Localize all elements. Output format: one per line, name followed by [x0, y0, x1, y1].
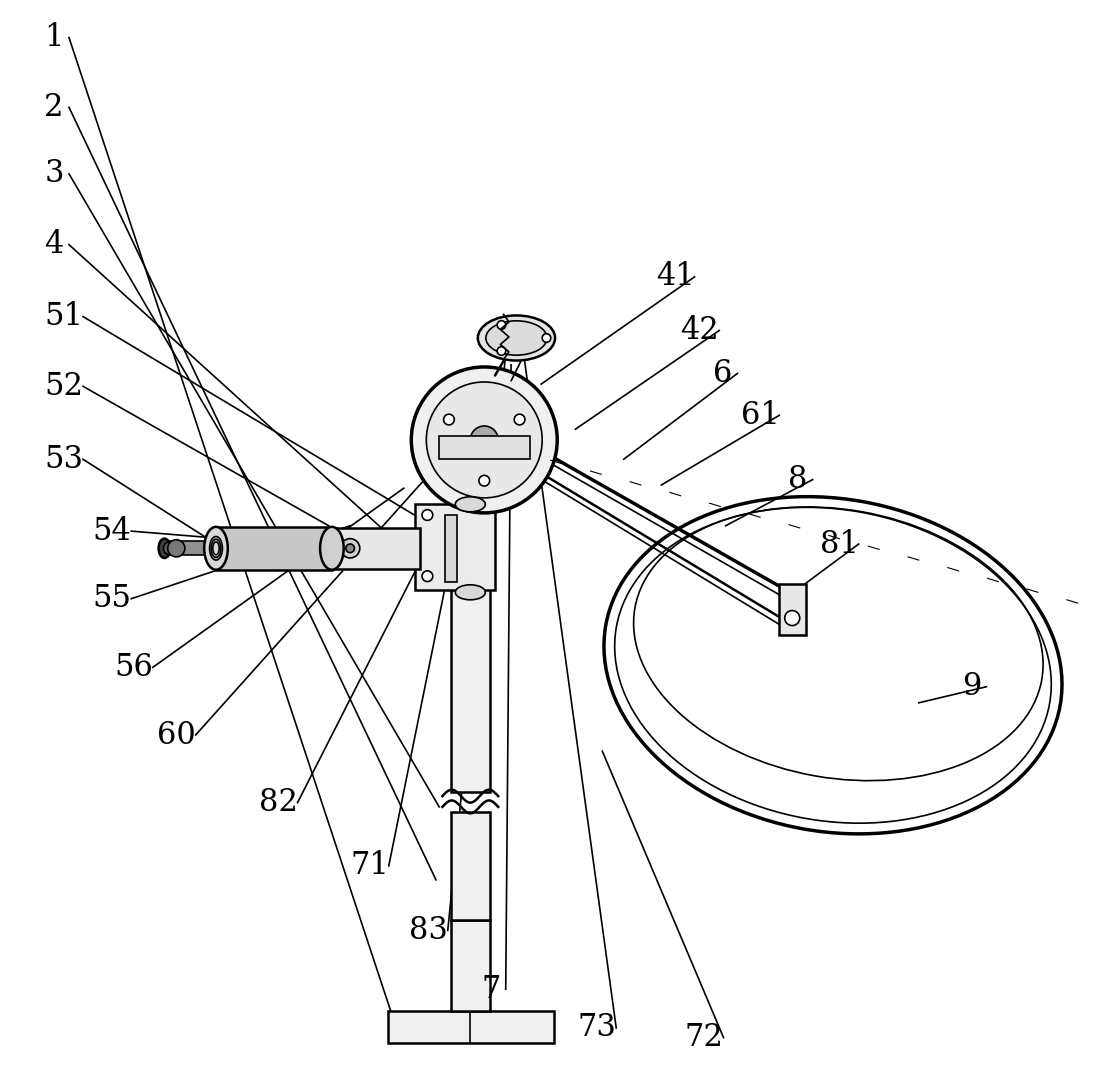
Text: 81: 81 — [820, 529, 859, 559]
Ellipse shape — [158, 539, 171, 558]
Text: 71: 71 — [350, 851, 389, 881]
Bar — [451, 491, 490, 792]
Text: 41: 41 — [656, 262, 695, 292]
Text: 7: 7 — [481, 974, 501, 1004]
Circle shape — [497, 321, 505, 329]
Text: 2: 2 — [44, 92, 64, 122]
Circle shape — [497, 347, 505, 355]
Bar — [451, 920, 490, 1011]
Circle shape — [427, 382, 542, 498]
Bar — [779, 584, 807, 635]
Bar — [444, 515, 458, 582]
Text: 51: 51 — [44, 302, 83, 332]
Circle shape — [422, 571, 433, 582]
Circle shape — [167, 540, 185, 557]
Circle shape — [411, 367, 557, 513]
Text: 72: 72 — [685, 1023, 724, 1053]
Ellipse shape — [320, 527, 343, 570]
Text: 9: 9 — [962, 672, 981, 702]
Text: 3: 3 — [44, 159, 64, 189]
Bar — [329, 528, 420, 569]
Circle shape — [340, 539, 360, 558]
Bar — [388, 1011, 554, 1043]
Text: 56: 56 — [114, 652, 153, 682]
Text: 6: 6 — [712, 358, 732, 388]
Text: 83: 83 — [409, 915, 448, 945]
Circle shape — [514, 414, 525, 425]
Circle shape — [542, 334, 551, 342]
Circle shape — [346, 544, 355, 553]
Text: 4: 4 — [44, 230, 63, 260]
Ellipse shape — [455, 497, 485, 512]
Text: 52: 52 — [44, 371, 83, 401]
Text: 55: 55 — [93, 584, 132, 614]
Bar — [216, 527, 332, 570]
Text: 82: 82 — [259, 788, 298, 818]
Ellipse shape — [486, 321, 547, 355]
Text: 61: 61 — [741, 400, 780, 430]
Circle shape — [784, 611, 800, 626]
Ellipse shape — [455, 585, 485, 600]
Circle shape — [470, 426, 499, 454]
Ellipse shape — [204, 527, 228, 570]
Text: 42: 42 — [680, 315, 719, 346]
Text: 1: 1 — [44, 23, 64, 53]
Circle shape — [479, 475, 490, 486]
Bar — [414, 504, 495, 590]
Bar — [451, 812, 490, 920]
Text: 54: 54 — [93, 516, 132, 546]
Text: 8: 8 — [788, 465, 808, 495]
Circle shape — [422, 510, 433, 520]
Text: 73: 73 — [577, 1013, 616, 1043]
Circle shape — [163, 542, 176, 555]
Text: 53: 53 — [44, 444, 83, 474]
Ellipse shape — [478, 315, 555, 361]
Circle shape — [443, 414, 454, 425]
Bar — [163, 541, 218, 555]
Text: 60: 60 — [157, 720, 196, 750]
Bar — [439, 436, 531, 459]
